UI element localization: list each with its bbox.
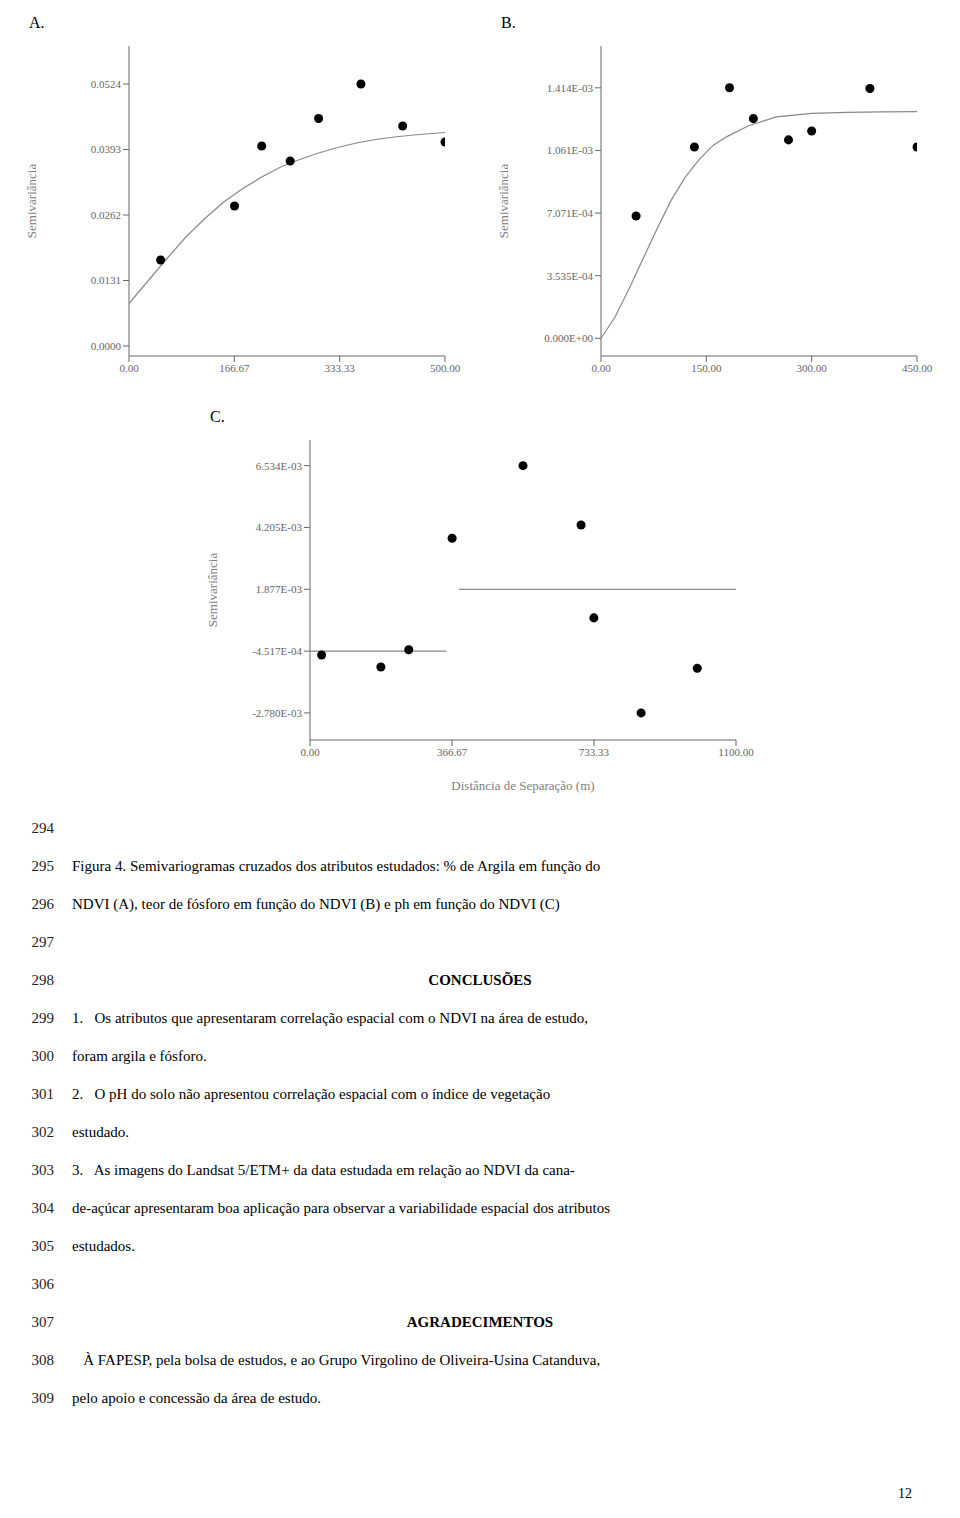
- svg-text:366.67: 366.67: [437, 746, 468, 758]
- html-text:304: 304: [31, 1200, 54, 1216]
- html-text:309: 309: [31, 1390, 54, 1406]
- svg-text:3.535E-04: 3.535E-04: [547, 270, 594, 282]
- svg-text:450.00: 450.00: [902, 362, 933, 374]
- html-text:CONCLUSÕES: CONCLUSÕES: [428, 972, 532, 988]
- html-text:306: 306: [31, 1276, 54, 1292]
- svg-text:0.00: 0.00: [119, 362, 139, 374]
- html-text:300: 300: [31, 1048, 54, 1064]
- html-text:308: 308: [31, 1352, 54, 1368]
- svg-text:0.000E+00: 0.000E+00: [544, 332, 593, 344]
- html-text:2. O pH do solo não apresentou: 2. O pH do solo não apresentou correlaçã…: [72, 1086, 551, 1102]
- svg-text:-4.517E-04: -4.517E-04: [252, 645, 302, 657]
- svg-text:1.877E-03: 1.877E-03: [256, 583, 303, 595]
- html-text:pelo apoio e concessão da área: pelo apoio e concessão da área de estudo…: [72, 1390, 322, 1406]
- html-text:301: 301: [31, 1086, 54, 1102]
- html-text:foram argila e fósforo.: foram argila e fósforo.: [72, 1048, 207, 1064]
- svg-text:0.00: 0.00: [591, 362, 611, 374]
- html-text:303: 303: [31, 1162, 54, 1178]
- svg-text:-2.780E-03: -2.780E-03: [252, 707, 302, 719]
- svg-text:Distância de Separação (m): Distância de Separação (m): [451, 778, 594, 793]
- html-text:1. Os atributos que apresentar: 1. Os atributos que apresentaram correla…: [72, 1010, 588, 1026]
- html-text:estudados.: estudados.: [72, 1238, 135, 1254]
- svg-text:0.0524: 0.0524: [91, 78, 122, 90]
- svg-text:0.0393: 0.0393: [91, 143, 122, 155]
- html-text:12: 12: [898, 1486, 912, 1501]
- svg-text:7.071E-04: 7.071E-04: [547, 207, 594, 219]
- html-text:C.: C.: [210, 408, 225, 425]
- html-text:A.: A.: [29, 14, 45, 31]
- svg-text:166.67: 166.67: [219, 362, 250, 374]
- svg-text:Semivariância: Semivariância: [24, 164, 39, 239]
- svg-text:0.0000: 0.0000: [91, 340, 122, 352]
- html-text:302: 302: [31, 1124, 54, 1140]
- html-text:B.: B.: [501, 14, 516, 31]
- html-text:AGRADECIMENTOS: AGRADECIMENTOS: [406, 1314, 554, 1330]
- html-text:À FAPESP, pela bolsa de estudo: À FAPESP, pela bolsa de estudos, e ao Gr…: [72, 1352, 601, 1368]
- svg-text:6.534E-03: 6.534E-03: [256, 460, 303, 472]
- html-text:NDVI (A), teor de fósforo em f: NDVI (A), teor de fósforo em função do N…: [72, 896, 560, 912]
- svg-text:4.205E-03: 4.205E-03: [256, 521, 303, 533]
- html-text:296: 296: [31, 896, 54, 912]
- svg-text:Semivariância: Semivariância: [205, 553, 220, 628]
- svg-text:733.33: 733.33: [579, 746, 610, 758]
- html-text:307: 307: [31, 1314, 54, 1330]
- svg-text:333.33: 333.33: [325, 362, 356, 374]
- svg-text:0.0262: 0.0262: [91, 209, 121, 221]
- html-text:de-açúcar apresentaram boa apl: de-açúcar apresentaram boa aplicação par…: [72, 1200, 611, 1216]
- svg-text:0.00: 0.00: [300, 746, 320, 758]
- html-text:297: 297: [31, 934, 54, 950]
- svg-text:1.414E-03: 1.414E-03: [547, 82, 594, 94]
- html-text:294: 294: [31, 820, 54, 836]
- html-text:299: 299: [31, 1010, 54, 1026]
- svg-text:150.00: 150.00: [691, 362, 722, 374]
- svg-text:0.0131: 0.0131: [91, 274, 121, 286]
- html-text:298: 298: [31, 972, 54, 988]
- html-text:295: 295: [31, 858, 54, 874]
- svg-text:300.00: 300.00: [797, 362, 828, 374]
- svg-text:1100.00: 1100.00: [718, 746, 754, 758]
- html-text:3. As imagens do Landsat 5/ETM: 3. As imagens do Landsat 5/ETM+ da data …: [72, 1162, 575, 1178]
- html-text:Figura 4. Semivariogramas cruz: Figura 4. Semivariogramas cruzados dos a…: [72, 858, 601, 874]
- svg-text:Semivariância: Semivariância: [496, 164, 511, 239]
- html-text:305: 305: [31, 1238, 54, 1254]
- html-text:estudado.: estudado.: [72, 1124, 130, 1140]
- svg-text:500.00: 500.00: [430, 362, 461, 374]
- svg-text:1.061E-03: 1.061E-03: [547, 144, 594, 156]
